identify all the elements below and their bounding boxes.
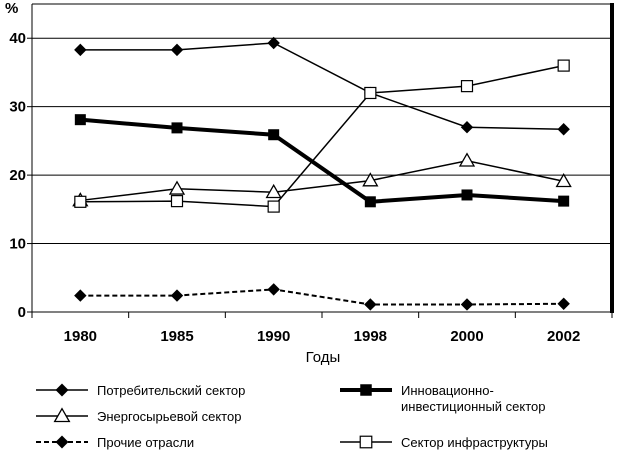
legend-label: инвестиционный сектор <box>401 399 546 414</box>
data-point-s4-5 <box>557 59 570 72</box>
series-line-1 <box>80 159 564 202</box>
legend-swatch-marker <box>55 383 69 397</box>
y-tick-label: 20 <box>9 167 26 184</box>
legend-swatch-marker <box>55 435 69 449</box>
data-point-s2-5 <box>557 297 570 310</box>
series-markers <box>72 36 572 311</box>
axes <box>27 3 614 318</box>
x-tick-labels: 1980 1985 1990 1998 2000 2002 <box>64 328 581 345</box>
legend-label: Энергосырьевой сектор <box>97 409 241 424</box>
data-point-s1-3 <box>362 172 379 187</box>
x-tick-label: 2000 <box>450 328 483 345</box>
y-axis-label: % <box>5 0 18 17</box>
legend-item-4: Сектор инфраструктуры <box>340 435 548 450</box>
y-tick-label: 10 <box>9 236 26 253</box>
series-line-4 <box>80 64 564 208</box>
y-tick-label: 0 <box>18 304 26 321</box>
x-tick-label: 1985 <box>160 328 193 345</box>
data-point-s2-0 <box>74 289 87 302</box>
data-point-s3-2 <box>268 129 280 141</box>
x-tick-label: 1990 <box>257 328 290 345</box>
gridlines <box>32 37 612 245</box>
series-line-0 <box>80 42 564 131</box>
data-point-s3-3 <box>364 196 376 208</box>
data-point-s0-4 <box>460 120 474 134</box>
series-line-2 <box>80 288 564 306</box>
data-point-s3-1 <box>171 122 183 134</box>
data-point-s1-5 <box>555 172 572 188</box>
data-point-s3-4 <box>461 189 473 201</box>
x-axis-label: Годы <box>306 349 341 366</box>
legend-swatch-marker <box>359 435 373 449</box>
legend-label: Инновационно- <box>401 383 494 398</box>
legend-label: Потребительский сектор <box>97 383 245 398</box>
x-tick-label: 1998 <box>354 328 387 345</box>
legend-swatch-marker <box>360 384 372 396</box>
legend-item-0: Потребительский сектор <box>36 383 245 398</box>
data-point-s2-1 <box>170 289 184 302</box>
legend-item-3: Инновационно-инвестиционный сектор <box>340 383 546 414</box>
data-point-s2-2 <box>267 283 280 296</box>
data-point-s4-3 <box>364 86 377 100</box>
y-tick-label: 40 <box>9 30 26 47</box>
series-line-3 <box>80 117 564 204</box>
data-point-s3-5 <box>558 195 570 207</box>
data-point-s0-1 <box>170 43 184 57</box>
data-point-s2-4 <box>460 298 474 311</box>
legend-item-2: Прочие отрасли <box>36 435 194 450</box>
x-tick-label: 2002 <box>547 328 580 345</box>
data-point-s0-5 <box>557 123 570 136</box>
legend-label: Сектор инфраструктуры <box>401 435 548 450</box>
y-tick-label: 30 <box>9 99 26 116</box>
data-point-s4-4 <box>460 80 474 93</box>
y-tick-labels: 0 10 20 30 40 <box>9 30 26 321</box>
data-point-s0-0 <box>74 43 87 57</box>
data-point-s0-2 <box>267 36 280 50</box>
legend-swatch-marker <box>53 407 71 423</box>
data-point-s1-2 <box>265 183 282 199</box>
data-point-s1-4 <box>458 152 476 167</box>
data-point-s4-0 <box>74 195 87 208</box>
data-point-s3-0 <box>74 114 86 126</box>
data-point-s4-1 <box>170 195 184 208</box>
data-point-s2-3 <box>364 298 377 311</box>
data-point-s4-2 <box>267 200 280 213</box>
legend-item-1: Энергосырьевой сектор <box>36 407 241 424</box>
data-point-s1-1 <box>168 180 186 195</box>
series-lines <box>80 42 564 306</box>
legend-label: Прочие отрасли <box>97 435 194 450</box>
legend: Потребительский сектор Энергосырьевой сек… <box>36 383 548 450</box>
x-tick-label: 1980 <box>64 328 97 345</box>
